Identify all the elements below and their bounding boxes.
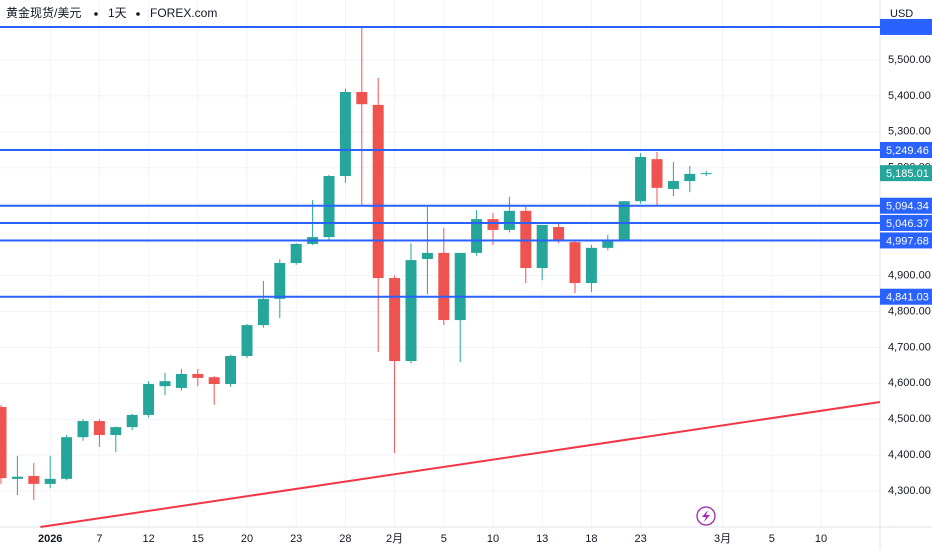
candle-body bbox=[471, 219, 483, 253]
x-tick-label: 10 bbox=[487, 533, 499, 545]
candle-body bbox=[602, 239, 614, 248]
candle-body bbox=[405, 260, 417, 362]
level-tag bbox=[880, 214, 932, 231]
candle-body bbox=[618, 201, 630, 240]
candle-body bbox=[143, 384, 155, 415]
x-tick-label: 3月 bbox=[714, 533, 731, 545]
y-tick-label: 5,400.00 bbox=[888, 90, 931, 102]
level-tag bbox=[880, 288, 932, 305]
x-tick-label: 10 bbox=[815, 533, 827, 545]
y-tick-label: 4,500.00 bbox=[888, 413, 931, 425]
candle-body bbox=[44, 478, 56, 484]
candle-body bbox=[77, 421, 89, 438]
candle-body bbox=[192, 373, 204, 378]
candle-body bbox=[487, 219, 499, 230]
candle-body bbox=[126, 414, 138, 428]
level-tag bbox=[880, 197, 932, 214]
candle-body bbox=[159, 381, 171, 387]
currency: USD bbox=[890, 8, 913, 20]
candle-body bbox=[536, 224, 548, 268]
symbol: 黄金现货/美元 bbox=[6, 5, 81, 20]
separator bbox=[94, 12, 98, 16]
x-tick-label: 15 bbox=[192, 533, 204, 545]
candle-body bbox=[667, 181, 679, 189]
level-label: 4,997.68 bbox=[886, 235, 929, 247]
y-tick-label: 4,900.00 bbox=[888, 269, 931, 281]
candle-body bbox=[651, 159, 663, 188]
candle-body bbox=[225, 356, 237, 385]
candle-body bbox=[339, 91, 351, 177]
x-tick-label: 5 bbox=[441, 533, 447, 545]
candle-body bbox=[553, 227, 565, 242]
x-tick-label: 13 bbox=[536, 533, 548, 545]
x-tick-label: 23 bbox=[290, 533, 302, 545]
y-tick-label: 4,300.00 bbox=[888, 485, 931, 497]
candle-body bbox=[290, 243, 302, 263]
candle-body bbox=[389, 278, 401, 362]
level-tag bbox=[880, 18, 932, 35]
candle-body bbox=[503, 210, 515, 230]
candle-body bbox=[208, 377, 220, 385]
x-tick-label: 28 bbox=[339, 533, 351, 545]
candle-body bbox=[274, 262, 286, 299]
y-tick-label: 4,700.00 bbox=[888, 341, 931, 353]
level-label: 5,249.46 bbox=[886, 145, 929, 157]
x-tick-label: 5 bbox=[769, 533, 775, 545]
y-tick-label: 4,400.00 bbox=[888, 449, 931, 461]
source: FOREX.com bbox=[150, 6, 217, 20]
candle-body bbox=[28, 475, 40, 484]
candle-body bbox=[421, 252, 433, 260]
candle-body bbox=[372, 104, 384, 279]
candle-body bbox=[520, 210, 532, 268]
candle-body bbox=[569, 242, 581, 284]
level-label: 5,094.34 bbox=[886, 201, 929, 213]
candle-body bbox=[257, 298, 269, 326]
last-price-tag bbox=[880, 165, 932, 182]
candle-body bbox=[175, 373, 187, 388]
candle-body bbox=[11, 476, 23, 479]
x-tick-label: 18 bbox=[585, 533, 597, 545]
trendline bbox=[40, 400, 881, 528]
candle-body bbox=[356, 91, 368, 105]
last-price-label: 5,185.01 bbox=[886, 168, 929, 180]
candle-body bbox=[93, 421, 105, 436]
separator bbox=[136, 12, 140, 16]
x-tick-label: 7 bbox=[96, 533, 102, 545]
x-tick-label: 2026 bbox=[38, 533, 62, 545]
candle-body bbox=[0, 407, 7, 479]
candle-body bbox=[585, 247, 597, 284]
x-tick-label: 23 bbox=[634, 533, 646, 545]
level-label: 5,046.37 bbox=[886, 218, 929, 230]
x-tick-label: 20 bbox=[241, 533, 253, 545]
candle-body bbox=[110, 427, 122, 436]
x-tick-label: 2月 bbox=[386, 533, 403, 545]
candle-body bbox=[700, 173, 712, 175]
level-tag bbox=[880, 232, 932, 249]
level-tag bbox=[880, 141, 932, 158]
x-tick-label: 12 bbox=[142, 533, 154, 545]
candle-body bbox=[454, 252, 466, 321]
candle-body bbox=[684, 173, 696, 182]
candle-body bbox=[438, 252, 450, 321]
y-tick-label: 5,500.00 bbox=[888, 54, 931, 66]
y-tick-label: 4,600.00 bbox=[888, 377, 931, 389]
replay-icon[interactable] bbox=[696, 506, 716, 526]
level-label: 4,841.03 bbox=[886, 292, 929, 304]
candle-body bbox=[635, 156, 647, 202]
y-tick-label: 4,800.00 bbox=[888, 305, 931, 317]
candle-body bbox=[241, 325, 253, 357]
interval: 1天 bbox=[108, 6, 127, 20]
y-tick-label: 5,300.00 bbox=[888, 126, 931, 138]
candle-body bbox=[61, 437, 73, 479]
